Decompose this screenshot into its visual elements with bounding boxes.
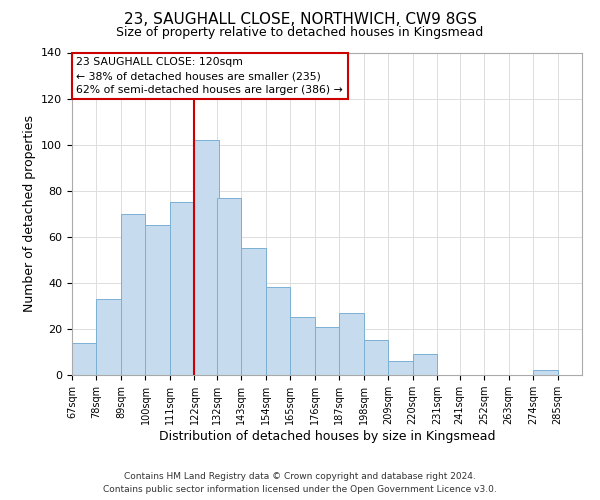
Bar (266, 288, 290, 375)
Text: 23, SAUGHALL CLOSE, NORTHWICH, CW9 8GS: 23, SAUGHALL CLOSE, NORTHWICH, CW9 8GS (124, 12, 476, 28)
Text: Contains HM Land Registry data © Crown copyright and database right 2024.
Contai: Contains HM Land Registry data © Crown c… (103, 472, 497, 494)
Bar (241, 248, 266, 375)
Bar (533, 370, 557, 375)
Bar (413, 354, 437, 375)
Text: 23 SAUGHALL CLOSE: 120sqm
← 38% of detached houses are smaller (235)
62% of semi: 23 SAUGHALL CLOSE: 120sqm ← 38% of detac… (76, 57, 343, 95)
Bar (290, 318, 315, 375)
Bar (217, 198, 241, 375)
Bar (339, 313, 364, 375)
Bar (97, 299, 121, 375)
X-axis label: Distribution of detached houses by size in Kingsmead: Distribution of detached houses by size … (159, 430, 495, 443)
Text: Size of property relative to detached houses in Kingsmead: Size of property relative to detached ho… (116, 26, 484, 39)
Y-axis label: Number of detached properties: Number of detached properties (23, 116, 35, 312)
Bar (364, 340, 388, 375)
Bar (194, 140, 219, 375)
Bar (72, 343, 97, 375)
Bar (121, 214, 145, 375)
Bar (145, 226, 170, 375)
Bar (170, 202, 194, 375)
Bar (315, 326, 339, 375)
Bar (388, 361, 413, 375)
